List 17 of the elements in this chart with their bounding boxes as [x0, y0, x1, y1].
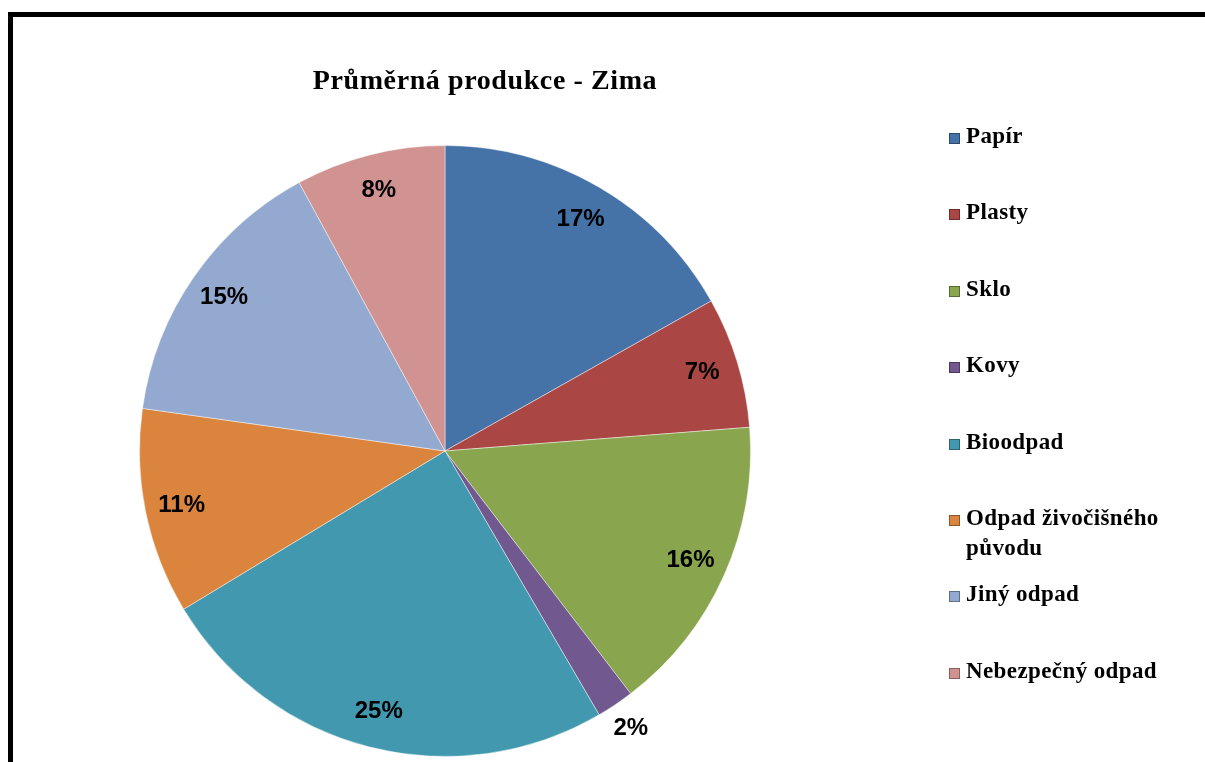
legend-label: Kovy	[966, 351, 1020, 380]
legend-label: Nebezpečný odpad	[966, 656, 1158, 685]
legend-label: Odpad živočišného původu	[966, 503, 1160, 562]
legend-label: Papír	[966, 122, 1023, 150]
chart-title: Průměrná produkce - Zima	[311, 64, 659, 96]
legend-label: Plasty	[966, 198, 1029, 227]
data-label: 16%	[666, 545, 715, 573]
data-label: 11%	[158, 489, 205, 517]
data-label: 7%	[684, 357, 720, 385]
legend-label: Bioodpad	[966, 427, 1064, 456]
legend-label: Jiný odpad	[966, 580, 1080, 609]
data-label: 2%	[613, 712, 649, 740]
legend-label: Sklo	[966, 274, 1012, 303]
data-label: 8%	[361, 175, 397, 203]
data-label: 25%	[354, 696, 403, 724]
data-label: 17%	[556, 203, 605, 231]
data-label: 15%	[200, 282, 249, 310]
